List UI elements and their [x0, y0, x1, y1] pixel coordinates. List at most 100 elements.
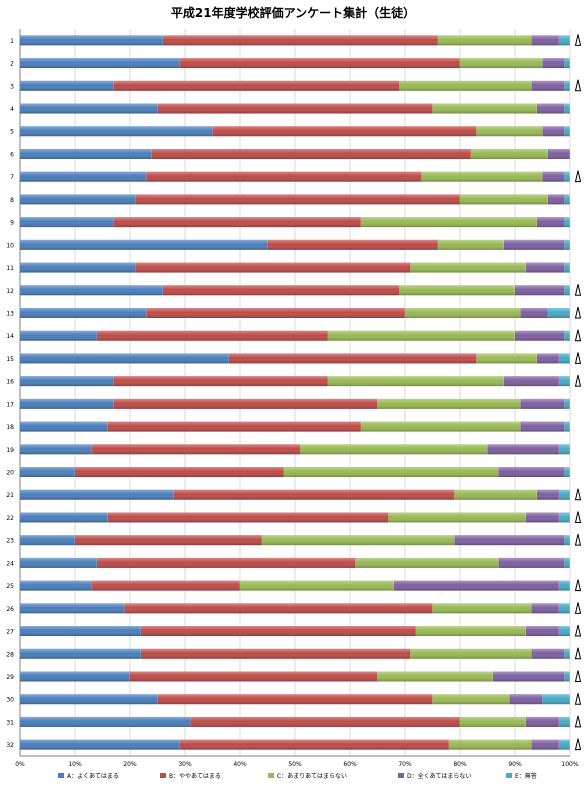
bar-segment-shade — [531, 739, 559, 750]
bar-segment-shade — [262, 535, 455, 546]
category-label: 4 — [10, 106, 14, 113]
bar-segment-shade — [179, 58, 460, 69]
bar-segment-shade — [328, 376, 504, 387]
bar-segment-shade — [163, 285, 400, 296]
bar-segment-shade — [20, 716, 191, 727]
category-label: 23 — [6, 538, 14, 545]
bar-segment-shade — [559, 716, 570, 727]
bar-segment-shade — [377, 398, 521, 409]
bar-segment-shade — [449, 739, 532, 750]
x-tick-label: 20% — [123, 761, 137, 768]
bar-segment-shade — [460, 194, 548, 205]
bar-segment-shade — [564, 285, 570, 296]
category-label: 5 — [10, 129, 14, 136]
gridlines — [19, 29, 571, 757]
bar-segment-shade — [20, 376, 114, 387]
bar-segment-shade — [498, 467, 565, 478]
side-mark-triangle — [574, 647, 582, 660]
bar-segment-shade — [108, 421, 361, 432]
bar-segment-shade — [20, 671, 130, 682]
side-mark-triangle — [574, 715, 582, 728]
side-mark-triangle — [574, 579, 582, 592]
bar-segment-shade — [432, 603, 532, 614]
bar-segment-shade — [548, 194, 565, 205]
legend-swatch — [506, 773, 512, 778]
bar-segment-shade — [20, 353, 229, 364]
bar-segment-shade — [564, 398, 570, 409]
bar-segment-shade — [212, 126, 477, 137]
bar-segment-shade — [559, 603, 570, 614]
bar-segment-shade — [91, 580, 240, 591]
bar-segment-shade — [388, 512, 526, 523]
bar-segment-shade — [229, 353, 477, 364]
x-tick-label: 70% — [398, 761, 412, 768]
bar-segment-shade — [515, 330, 565, 341]
category-label: 22 — [6, 515, 14, 522]
side-mark-triangle — [574, 511, 582, 523]
bar-segment-shade — [20, 239, 268, 250]
bars — [20, 35, 571, 750]
bar-segment-shade — [361, 421, 521, 432]
bar-segment-shade — [410, 648, 532, 659]
bar-segment-shade — [559, 626, 570, 637]
category-label: 10 — [6, 242, 14, 249]
bar-segment-shade — [564, 421, 570, 432]
side-mark-triangle — [574, 170, 582, 183]
bar-segment-shade — [542, 171, 565, 182]
bar-segment-shade — [432, 694, 510, 705]
bar-segment-shade — [135, 262, 411, 273]
bar-segment-shade — [421, 171, 543, 182]
bar-segment-shade — [20, 603, 125, 614]
bar-segment-shade — [542, 126, 565, 137]
bar-segment-shade — [476, 126, 543, 137]
category-label: 16 — [6, 379, 14, 386]
bar-segment-shade — [108, 512, 389, 523]
bar-segment-shade — [520, 307, 548, 318]
bar-segment-shade — [537, 353, 559, 364]
bar-segment-shade — [559, 444, 570, 455]
bar-segment-shade — [476, 353, 537, 364]
bar-segment-shade — [498, 557, 565, 568]
bar-segment-shade — [20, 58, 180, 69]
side-mark-triangle — [574, 79, 582, 92]
bar-segment-shade — [179, 739, 449, 750]
bar-segment-shade — [20, 330, 97, 341]
bar-segment-shade — [432, 103, 537, 114]
bar-segment-shade — [20, 194, 136, 205]
category-label: 9 — [10, 220, 14, 227]
bar-segment-shade — [97, 557, 356, 568]
bar-segment-shade — [20, 126, 213, 137]
bar-segment-shade — [20, 262, 136, 273]
category-label: 30 — [6, 697, 14, 704]
bar-segment-shade — [564, 671, 570, 682]
category-label: 31 — [6, 719, 14, 726]
bar-segment-shade — [526, 626, 559, 637]
bar-segment-shade — [394, 580, 559, 591]
bar-segment-shade — [97, 330, 328, 341]
bar-segment-shade — [20, 467, 75, 478]
side-marks — [574, 34, 582, 751]
bar-segment-shade — [20, 739, 180, 750]
bar-segment-shade — [328, 330, 515, 341]
bar-segment-shade — [20, 580, 92, 591]
bar-segment-shade — [190, 716, 460, 727]
bar-segment-shade — [526, 512, 559, 523]
bar-segment-shade — [20, 35, 163, 46]
bar-segment-shade — [20, 103, 158, 114]
bar-segment-shade — [471, 148, 548, 159]
bar-segment-shade — [559, 35, 570, 46]
bar-segment-shade — [157, 103, 433, 114]
category-label: 11 — [6, 265, 14, 272]
bar-segment-shade — [20, 80, 114, 91]
category-label: 21 — [6, 492, 14, 499]
bar-segment-shade — [559, 739, 570, 750]
bar-segment-shade — [559, 376, 570, 387]
x-tick-label: 40% — [233, 761, 247, 768]
bar-segment-shade — [91, 444, 301, 455]
category-label: 25 — [6, 583, 14, 590]
bar-segment-shade — [537, 103, 565, 114]
category-label: 32 — [6, 742, 14, 749]
bar-segment-shade — [20, 557, 97, 568]
